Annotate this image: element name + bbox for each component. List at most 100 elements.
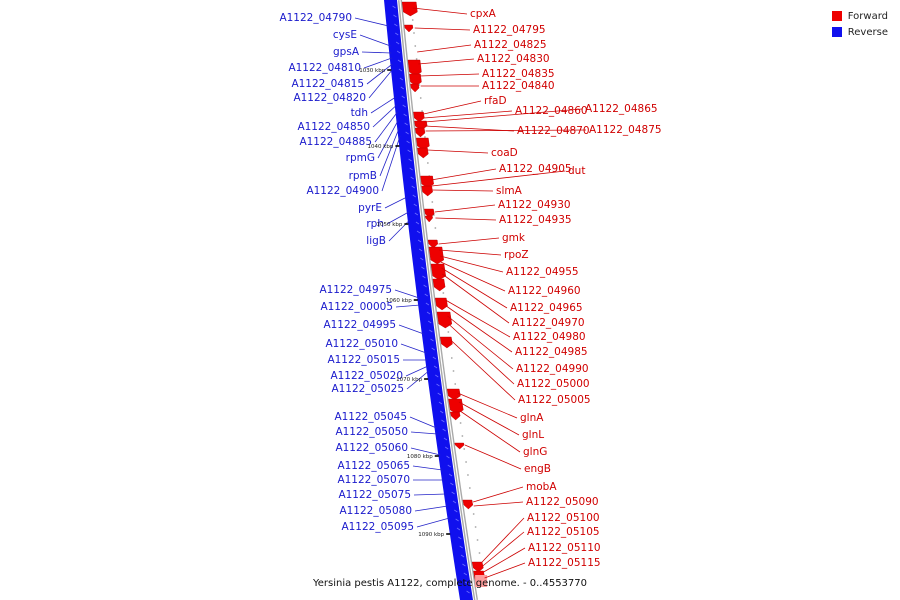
reverse-gene-stripe xyxy=(395,32,399,36)
reverse-gene-label: A1122_04815 xyxy=(291,78,364,90)
reverse-gene-stripe xyxy=(454,509,458,513)
forward-gene-leader xyxy=(450,339,516,401)
reverse-gene-leader xyxy=(410,447,441,456)
reverse-gene-leader xyxy=(372,104,397,128)
reverse-gene-leader xyxy=(384,196,408,209)
reverse-gene-leader xyxy=(394,289,420,299)
gene-labels: A1122_04790 cysE gpsA A1122_04810 A1122_0481… xyxy=(279,8,661,569)
forward-gene-leader xyxy=(418,58,475,65)
reverse-gene-label: A1122_04995 xyxy=(323,319,396,331)
reverse-gene-stripe xyxy=(460,554,465,558)
reverse-gene-stripe xyxy=(433,365,438,369)
reverse-gene-stripe xyxy=(452,500,457,504)
reverse-gene-stripe xyxy=(411,185,415,189)
reverse-gene-leader xyxy=(409,416,437,429)
forward-gene-leader xyxy=(439,255,504,273)
forward-gene-leader xyxy=(473,486,524,503)
reverse-gene-label: A1122_00005 xyxy=(320,301,393,313)
genome-backbone xyxy=(384,0,485,600)
reverse-gene-label: A1122_05025 xyxy=(331,383,404,395)
forward-gene-block xyxy=(462,499,474,510)
reverse-gene-leader xyxy=(374,111,398,143)
forward-gene-block xyxy=(414,127,426,138)
legend-item-forward: Forward xyxy=(831,8,888,24)
reverse-gene-stripe xyxy=(431,347,435,351)
reverse-gene-stripe xyxy=(413,203,418,207)
position-ticks: 1030 kbp 1040 kbp 1050 kbp 1060 kbp 1070 kbp… xyxy=(359,68,451,538)
forward-gene-block xyxy=(432,278,446,292)
reverse-gene-stripe xyxy=(458,536,462,540)
forward-gene-leader xyxy=(445,299,511,338)
reverse-gene-leader xyxy=(413,493,446,496)
forward-gene-leader xyxy=(481,517,525,563)
reverse-gene-label: A1122_05065 xyxy=(337,460,410,472)
forward-gene-leader xyxy=(414,27,471,31)
gene-features xyxy=(401,1,488,588)
reverse-gene-stripe xyxy=(405,131,409,135)
reverse-gene-leader xyxy=(377,119,399,159)
legend-item-reverse: Reverse xyxy=(831,24,888,40)
reverse-gene-stripe xyxy=(446,455,450,459)
forward-gene-label: glnG xyxy=(523,446,547,458)
forward-gene-leader xyxy=(431,170,566,187)
reverse-gene-leader xyxy=(366,63,393,85)
forward-gene-leader xyxy=(427,149,489,154)
reverse-gene-stripe xyxy=(437,392,441,396)
reverse-gene-label: A1122_04790 xyxy=(279,12,352,24)
forward-gene-leader xyxy=(442,273,510,324)
forward-gene-label: A1122_04825 xyxy=(474,39,547,51)
tick-label: 1030 kbp xyxy=(359,68,385,74)
forward-gene-leader xyxy=(432,189,494,192)
reverse-gene-stripe xyxy=(429,329,433,333)
reverse-gene-stripe xyxy=(464,581,469,585)
forward-gene-label: engB xyxy=(524,463,551,475)
reverse-gene-stripe xyxy=(410,176,414,180)
reverse-gene-label: rph xyxy=(366,218,384,230)
reverse-gene-stripe xyxy=(395,41,400,45)
reverse-gene-leader xyxy=(406,370,430,390)
forward-gene-block xyxy=(430,263,446,281)
forward-gene-block xyxy=(446,388,461,401)
reverse-gene-stripe xyxy=(402,104,406,108)
forward-gene-label: A1122_04960 xyxy=(508,285,581,297)
reverse-gene-stripe xyxy=(443,437,448,441)
forward-gene-block xyxy=(454,442,465,450)
forward-gene-label: A1122_04865 xyxy=(585,103,658,115)
forward-gene-label: rfaD xyxy=(484,95,507,107)
tick-label: 1080 kbp xyxy=(407,454,433,460)
reverse-gene-leader xyxy=(400,343,427,354)
reverse-gene-label: A1122_05010 xyxy=(325,338,398,350)
reverse-gene-leader xyxy=(405,365,429,377)
reverse-gene-stripe xyxy=(439,410,444,414)
reverse-gene-stripe xyxy=(422,275,426,279)
reverse-gene-label: pyrE xyxy=(358,202,382,214)
forward-gene-label: A1122_05000 xyxy=(517,378,590,390)
reverse-gene-stripe xyxy=(462,563,466,567)
reverse-gene-leader xyxy=(395,304,421,308)
backbone-highlight xyxy=(399,0,477,600)
reverse-gene-stripe xyxy=(398,68,403,72)
reverse-gene-stripe xyxy=(417,239,422,243)
reverse-gene-leader xyxy=(359,34,391,47)
reverse-gene-stripe xyxy=(401,95,405,99)
forward-gene-leader xyxy=(447,315,514,370)
forward-gene-block-partial xyxy=(475,575,488,587)
forward-gene-label: A1122_04830 xyxy=(477,53,550,65)
forward-gene-block xyxy=(428,246,444,265)
reverse-gene-stripe xyxy=(459,545,463,549)
reverse-gene-stripe xyxy=(423,284,427,288)
reverse-gene-stripe xyxy=(409,167,413,171)
forward-gene-label: A1122_05105 xyxy=(527,526,600,538)
reverse-gene-label: A1122_05095 xyxy=(341,521,414,533)
forward-gene-label: gmk xyxy=(502,232,526,244)
reverse-gene-stripe xyxy=(396,50,401,54)
reverse-gene-label: A1122_04820 xyxy=(293,92,366,104)
forward-gene-label: A1122_05100 xyxy=(527,512,600,524)
forward-gene-label: A1122_04990 xyxy=(516,363,589,375)
reverse-gene-label: gpsA xyxy=(333,46,360,58)
forward-gene-leader xyxy=(483,547,526,573)
reverse-gene-stripe xyxy=(406,140,410,144)
reverse-gene-stripe xyxy=(447,464,451,468)
forward-gene-label: A1122_05005 xyxy=(518,394,591,406)
reverse-gene-label: A1122_04850 xyxy=(297,121,370,133)
